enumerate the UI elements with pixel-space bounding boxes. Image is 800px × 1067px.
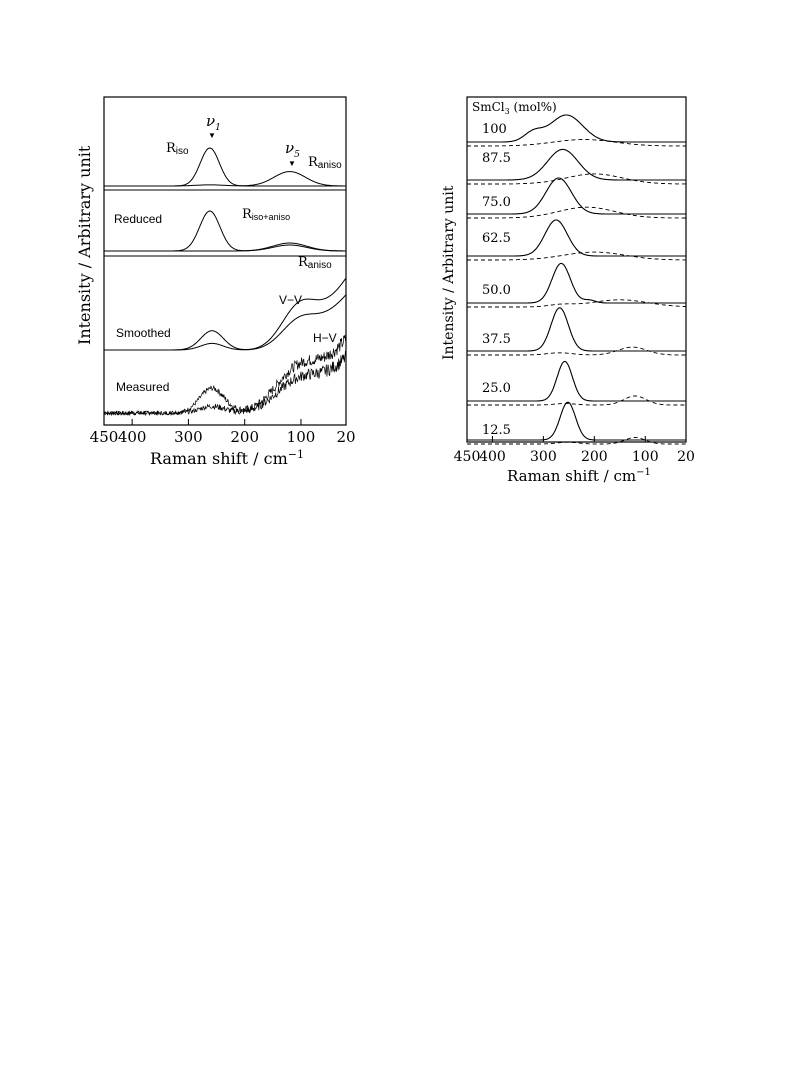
- right-solid-line-0: [467, 114, 686, 143]
- left-tick-label-3: 200: [230, 428, 259, 446]
- nu5-label: ν5: [285, 139, 300, 160]
- left-xaxis-ticks: 450 400 300 200 100 20: [90, 419, 356, 446]
- right-tick-label-3: 200: [581, 449, 608, 465]
- right-series-label-4: 50.0: [482, 283, 511, 298]
- left-panel: 450 400 300 200 100 20 ν1 ▼ ν5 ▼ Riso Raniso …: [75, 96, 356, 468]
- right-dashed-line-2: [467, 206, 686, 219]
- right-tick-label-2: 300: [530, 449, 557, 465]
- right-dashed-line-0: [467, 139, 686, 147]
- right-series-label-2: 75.0: [482, 195, 511, 210]
- left-series-line-7: [103, 350, 347, 417]
- left-series-line-5: [104, 294, 347, 351]
- right-dashed-line-4: [467, 299, 687, 308]
- reduced-label: Reduced: [114, 212, 162, 226]
- measured-label: Measured: [116, 380, 169, 394]
- left-tick-label-1: 400: [118, 428, 147, 446]
- right-dashed-line-7: [467, 437, 686, 445]
- right-solid-line-1: [467, 148, 686, 181]
- left-series-line-1: [104, 171, 346, 187]
- hv-label: H−V: [313, 331, 337, 345]
- smoothed-label: Smoothed: [116, 326, 171, 340]
- right-series-lines: [467, 114, 687, 445]
- right-dashed-line-1: [467, 173, 687, 185]
- nu5-marker: ▼: [288, 159, 296, 168]
- right-plot-frame: [466, 96, 687, 443]
- right-xaxis-title: Raman shift / cm−1: [507, 467, 651, 485]
- right-dashed-line-6: [467, 395, 686, 406]
- left-tick-label-4: 100: [287, 428, 316, 446]
- right-series-labels: 100 87.5 75.0 62.5 50.0 37.5 25.0 12.5: [482, 122, 511, 438]
- left-series-lines: [103, 147, 347, 417]
- left-xaxis-title: Raman shift / cm−1: [150, 448, 304, 468]
- right-series-label-7: 12.5: [482, 423, 511, 438]
- left-series-line-6: [103, 334, 347, 416]
- raniso-reduced-label: Raniso: [298, 255, 332, 271]
- right-yaxis-title: Intensity / Arbitrary unit: [441, 185, 457, 360]
- left-yaxis-title: Intensity / Arbitrary unit: [75, 145, 94, 345]
- nu1-marker: ▼: [208, 131, 216, 140]
- left-tick-label-5: 20: [336, 428, 355, 446]
- right-solid-line-7: [467, 401, 686, 441]
- right-dashed-line-3: [467, 251, 686, 261]
- left-plot-frame: [103, 96, 347, 426]
- risoaniso-label: Riso+aniso: [242, 207, 290, 222]
- left-series-line-3: [104, 244, 346, 252]
- right-tick-label-5: 20: [677, 449, 695, 465]
- right-legend-title: SmCl3 (mol%): [472, 100, 557, 116]
- right-tick-label-4: 100: [632, 449, 659, 465]
- riso-label: Riso: [166, 141, 189, 157]
- vv-label: V−V: [279, 293, 302, 307]
- right-series-label-0: 100: [482, 122, 507, 137]
- left-tick-label-2: 300: [174, 428, 203, 446]
- right-series-label-6: 25.0: [482, 381, 511, 396]
- left-tick-label-0: 450: [90, 428, 119, 446]
- right-dashed-line-5: [467, 346, 686, 356]
- right-solid-line-3: [467, 219, 686, 257]
- right-series-label-1: 87.5: [482, 151, 511, 166]
- right-series-label-5: 37.5: [482, 332, 511, 347]
- raniso-top-label: Raniso: [308, 155, 342, 171]
- right-tick-label-0: 450: [454, 449, 481, 465]
- right-series-label-3: 62.5: [482, 231, 511, 246]
- nu1-label: ν1: [206, 112, 221, 133]
- right-solid-line-2: [467, 177, 686, 215]
- right-tick-label-1: 400: [479, 449, 506, 465]
